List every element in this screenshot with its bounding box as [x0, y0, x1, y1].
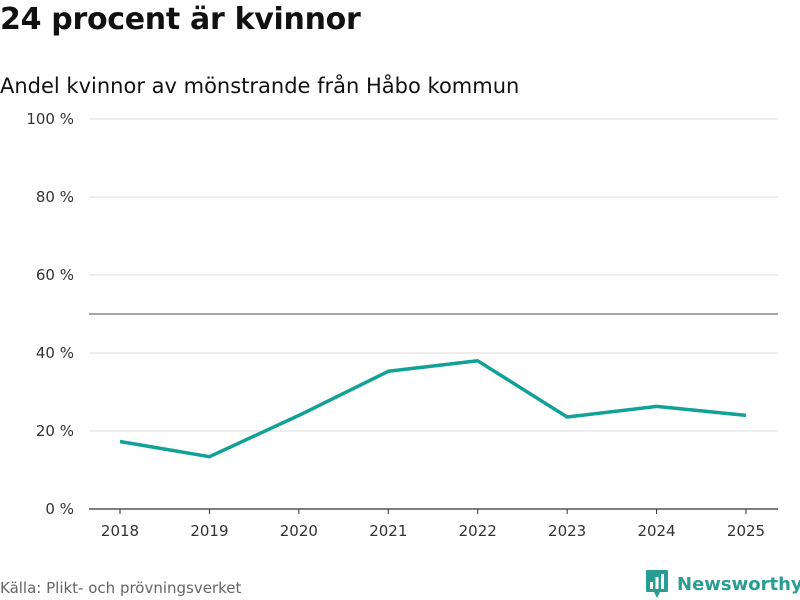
- chart-title: 24 procent är kvinnor: [0, 2, 361, 37]
- y-tick-label: 60 %: [36, 266, 74, 284]
- gridlines: [89, 118, 778, 510]
- y-tick-label: 100 %: [26, 110, 74, 128]
- x-tick-label: 2023: [548, 522, 586, 540]
- series-line: [119, 359, 747, 459]
- y-tick-label: 40 %: [36, 344, 74, 362]
- newsworthy-logo-icon: [646, 570, 668, 598]
- x-tick-label: 2019: [190, 522, 228, 540]
- x-tick-label: 2025: [727, 522, 765, 540]
- x-tick-label: 2018: [101, 522, 139, 540]
- series: [119, 359, 747, 459]
- y-tick-label: 0 %: [45, 500, 74, 518]
- brand-logo: Newsworthy: [645, 569, 800, 599]
- source-note: Källa: Plikt- och prövningsverket: [0, 579, 242, 597]
- y-tick-label: 80 %: [36, 188, 74, 206]
- chart-subtitle: Andel kvinnor av mönstrande från Håbo ko…: [0, 74, 520, 98]
- x-tick-label: 2024: [637, 522, 675, 540]
- x-tick-label: 2022: [459, 522, 497, 540]
- x-tick-label: 2021: [369, 522, 407, 540]
- brand-name: Newsworthy: [677, 573, 800, 595]
- y-axis-ticks: 0 % 20 % 40 % 60 % 80 % 100 %: [26, 110, 74, 518]
- x-tick-label: 2020: [280, 522, 318, 540]
- y-tick-label: 20 %: [36, 422, 74, 440]
- x-axis-ticks: 2018 2019 2020 2021 2022 2023 2024 2025: [101, 509, 765, 540]
